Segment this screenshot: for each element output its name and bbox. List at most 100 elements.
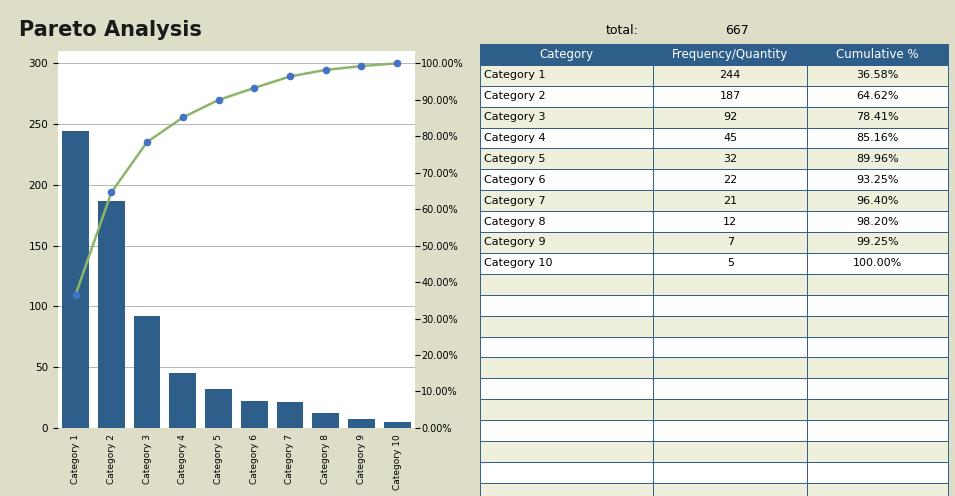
Text: Category 9: Category 9: [484, 238, 545, 248]
Bar: [808, 232, 947, 253]
Text: 89.96%: 89.96%: [857, 154, 899, 164]
Bar: [480, 441, 653, 462]
Bar: [653, 378, 808, 399]
Bar: [480, 483, 653, 496]
Bar: [808, 127, 947, 148]
Text: Category 7: Category 7: [484, 195, 545, 206]
Text: Category 1: Category 1: [484, 70, 545, 80]
Bar: [808, 462, 947, 483]
Bar: [808, 274, 947, 295]
Text: 22: 22: [723, 175, 737, 185]
Text: 45: 45: [723, 133, 737, 143]
Bar: [653, 274, 808, 295]
Bar: [808, 441, 947, 462]
Bar: [480, 211, 653, 232]
Text: 93.25%: 93.25%: [857, 175, 899, 185]
Text: Category 6: Category 6: [484, 175, 545, 185]
Text: 99.25%: 99.25%: [857, 238, 899, 248]
Bar: [653, 462, 808, 483]
Bar: [653, 420, 808, 441]
Bar: [808, 315, 947, 336]
Bar: [653, 483, 808, 496]
Bar: [808, 148, 947, 169]
Bar: [480, 107, 653, 127]
Bar: [480, 274, 653, 295]
Text: Frequency/Quantity: Frequency/Quantity: [672, 48, 789, 61]
Text: Category 5: Category 5: [484, 154, 545, 164]
Bar: [480, 253, 653, 274]
Bar: [480, 86, 653, 107]
Bar: [653, 315, 808, 336]
Bar: [653, 190, 808, 211]
Text: 98.20%: 98.20%: [857, 217, 899, 227]
Text: 32: 32: [723, 154, 737, 164]
Text: 12: 12: [723, 217, 737, 227]
Text: Cumulative %: Cumulative %: [837, 48, 919, 61]
Bar: [480, 336, 653, 358]
Text: 64.62%: 64.62%: [857, 91, 899, 101]
Bar: [653, 127, 808, 148]
Bar: [653, 336, 808, 358]
Bar: [480, 44, 653, 65]
Bar: [653, 253, 808, 274]
Bar: [653, 399, 808, 420]
Text: Category 8: Category 8: [484, 217, 545, 227]
Text: 78.41%: 78.41%: [857, 112, 899, 122]
Text: total:: total:: [605, 24, 638, 38]
Bar: [480, 127, 653, 148]
Text: 187: 187: [720, 91, 741, 101]
Bar: [653, 441, 808, 462]
Bar: [480, 358, 653, 378]
Bar: [808, 399, 947, 420]
Bar: [480, 378, 653, 399]
Bar: [480, 295, 653, 315]
Text: 244: 244: [720, 70, 741, 80]
Bar: [653, 211, 808, 232]
Bar: [653, 232, 808, 253]
Bar: [480, 462, 653, 483]
Bar: [480, 148, 653, 169]
Text: 36.58%: 36.58%: [857, 70, 899, 80]
Bar: [808, 253, 947, 274]
Bar: [653, 148, 808, 169]
Text: 96.40%: 96.40%: [857, 195, 899, 206]
Bar: [653, 86, 808, 107]
Text: Category 4: Category 4: [484, 133, 545, 143]
Bar: [480, 399, 653, 420]
Bar: [480, 315, 653, 336]
Bar: [808, 169, 947, 190]
Bar: [653, 295, 808, 315]
Bar: [808, 295, 947, 315]
Bar: [808, 420, 947, 441]
Text: Category: Category: [540, 48, 594, 61]
Bar: [808, 483, 947, 496]
Text: 7: 7: [727, 238, 733, 248]
Bar: [808, 358, 947, 378]
Bar: [480, 420, 653, 441]
Text: Category 2: Category 2: [484, 91, 545, 101]
Text: Pareto Analysis: Pareto Analysis: [18, 19, 202, 40]
Bar: [480, 190, 653, 211]
Bar: [480, 169, 653, 190]
Text: Category 10: Category 10: [484, 258, 552, 268]
Bar: [808, 378, 947, 399]
Bar: [808, 86, 947, 107]
Text: 21: 21: [723, 195, 737, 206]
Bar: [653, 65, 808, 86]
Bar: [480, 65, 653, 86]
Bar: [653, 169, 808, 190]
Text: 100.00%: 100.00%: [853, 258, 902, 268]
Text: 667: 667: [725, 24, 749, 38]
Bar: [808, 336, 947, 358]
Bar: [653, 107, 808, 127]
Text: 5: 5: [727, 258, 733, 268]
Bar: [808, 44, 947, 65]
Bar: [808, 190, 947, 211]
Text: 85.16%: 85.16%: [857, 133, 899, 143]
Bar: [808, 107, 947, 127]
Text: Category 3: Category 3: [484, 112, 545, 122]
Bar: [808, 211, 947, 232]
Bar: [808, 65, 947, 86]
Bar: [480, 232, 653, 253]
Bar: [653, 44, 808, 65]
